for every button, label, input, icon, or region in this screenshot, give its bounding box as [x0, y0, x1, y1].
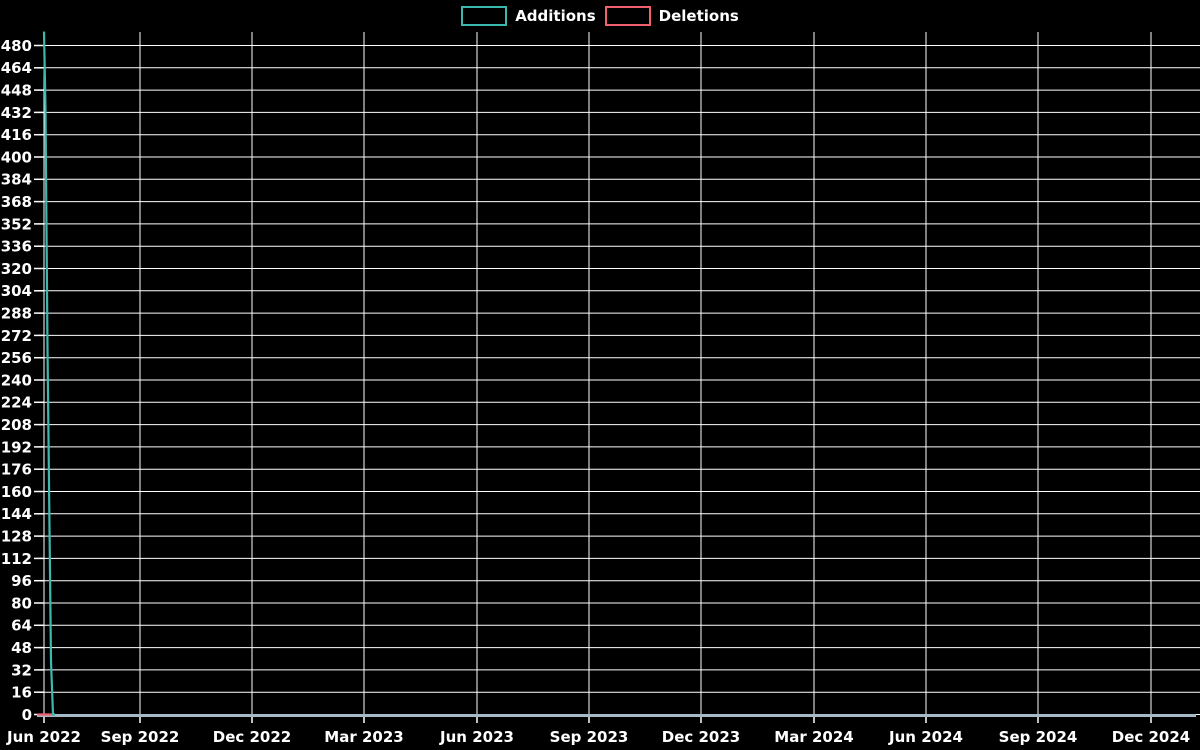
svg-text:240: 240 — [1, 371, 32, 389]
svg-text:Dec 2022: Dec 2022 — [213, 728, 292, 746]
svg-text:448: 448 — [1, 82, 32, 100]
svg-text:208: 208 — [1, 416, 32, 434]
series-line-additions — [42, 31, 55, 716]
svg-text:336: 336 — [1, 238, 32, 256]
svg-text:400: 400 — [1, 148, 32, 166]
svg-text:176: 176 — [1, 461, 32, 479]
svg-text:416: 416 — [1, 126, 32, 144]
svg-text:192: 192 — [1, 438, 32, 456]
svg-text:128: 128 — [1, 528, 32, 546]
svg-text:Jun 2024: Jun 2024 — [888, 728, 963, 746]
svg-text:352: 352 — [1, 215, 32, 233]
svg-text:432: 432 — [1, 104, 32, 122]
svg-text:Dec 2023: Dec 2023 — [662, 728, 741, 746]
svg-text:464: 464 — [1, 59, 32, 77]
svg-text:Mar 2024: Mar 2024 — [774, 728, 853, 746]
svg-text:64: 64 — [11, 617, 32, 635]
chart-legend: Additions Deletions — [0, 6, 1200, 26]
svg-text:304: 304 — [1, 282, 32, 300]
svg-text:Jun 2022: Jun 2022 — [6, 728, 81, 746]
legend-item-deletions: Deletions — [604, 6, 739, 26]
svg-text:384: 384 — [1, 171, 32, 189]
svg-text:144: 144 — [1, 505, 32, 523]
deletions-swatch-icon — [604, 6, 651, 26]
svg-text:160: 160 — [1, 483, 32, 501]
legend-item-additions: Additions — [461, 6, 596, 26]
svg-text:320: 320 — [1, 260, 32, 278]
svg-text:16: 16 — [11, 684, 32, 702]
svg-text:Sep 2022: Sep 2022 — [101, 728, 180, 746]
additions-swatch-icon — [461, 6, 508, 26]
svg-text:Sep 2024: Sep 2024 — [999, 728, 1078, 746]
svg-text:288: 288 — [1, 305, 32, 323]
svg-text:112: 112 — [1, 550, 32, 568]
svg-text:96: 96 — [11, 572, 32, 590]
svg-text:32: 32 — [11, 661, 32, 679]
svg-text:Mar 2023: Mar 2023 — [324, 728, 403, 746]
svg-text:256: 256 — [1, 349, 32, 367]
svg-text:224: 224 — [1, 394, 32, 412]
svg-text:Dec 2024: Dec 2024 — [1112, 728, 1191, 746]
svg-text:Jun 2023: Jun 2023 — [439, 728, 514, 746]
legend-label-deletions: Deletions — [658, 6, 739, 25]
svg-text:480: 480 — [1, 37, 32, 55]
svg-text:80: 80 — [11, 594, 32, 612]
svg-text:0: 0 — [22, 706, 32, 724]
svg-text:Sep 2023: Sep 2023 — [550, 728, 629, 746]
svg-text:368: 368 — [1, 193, 32, 211]
svg-text:48: 48 — [11, 639, 32, 657]
legend-label-additions: Additions — [515, 6, 596, 25]
svg-text:272: 272 — [1, 327, 32, 345]
